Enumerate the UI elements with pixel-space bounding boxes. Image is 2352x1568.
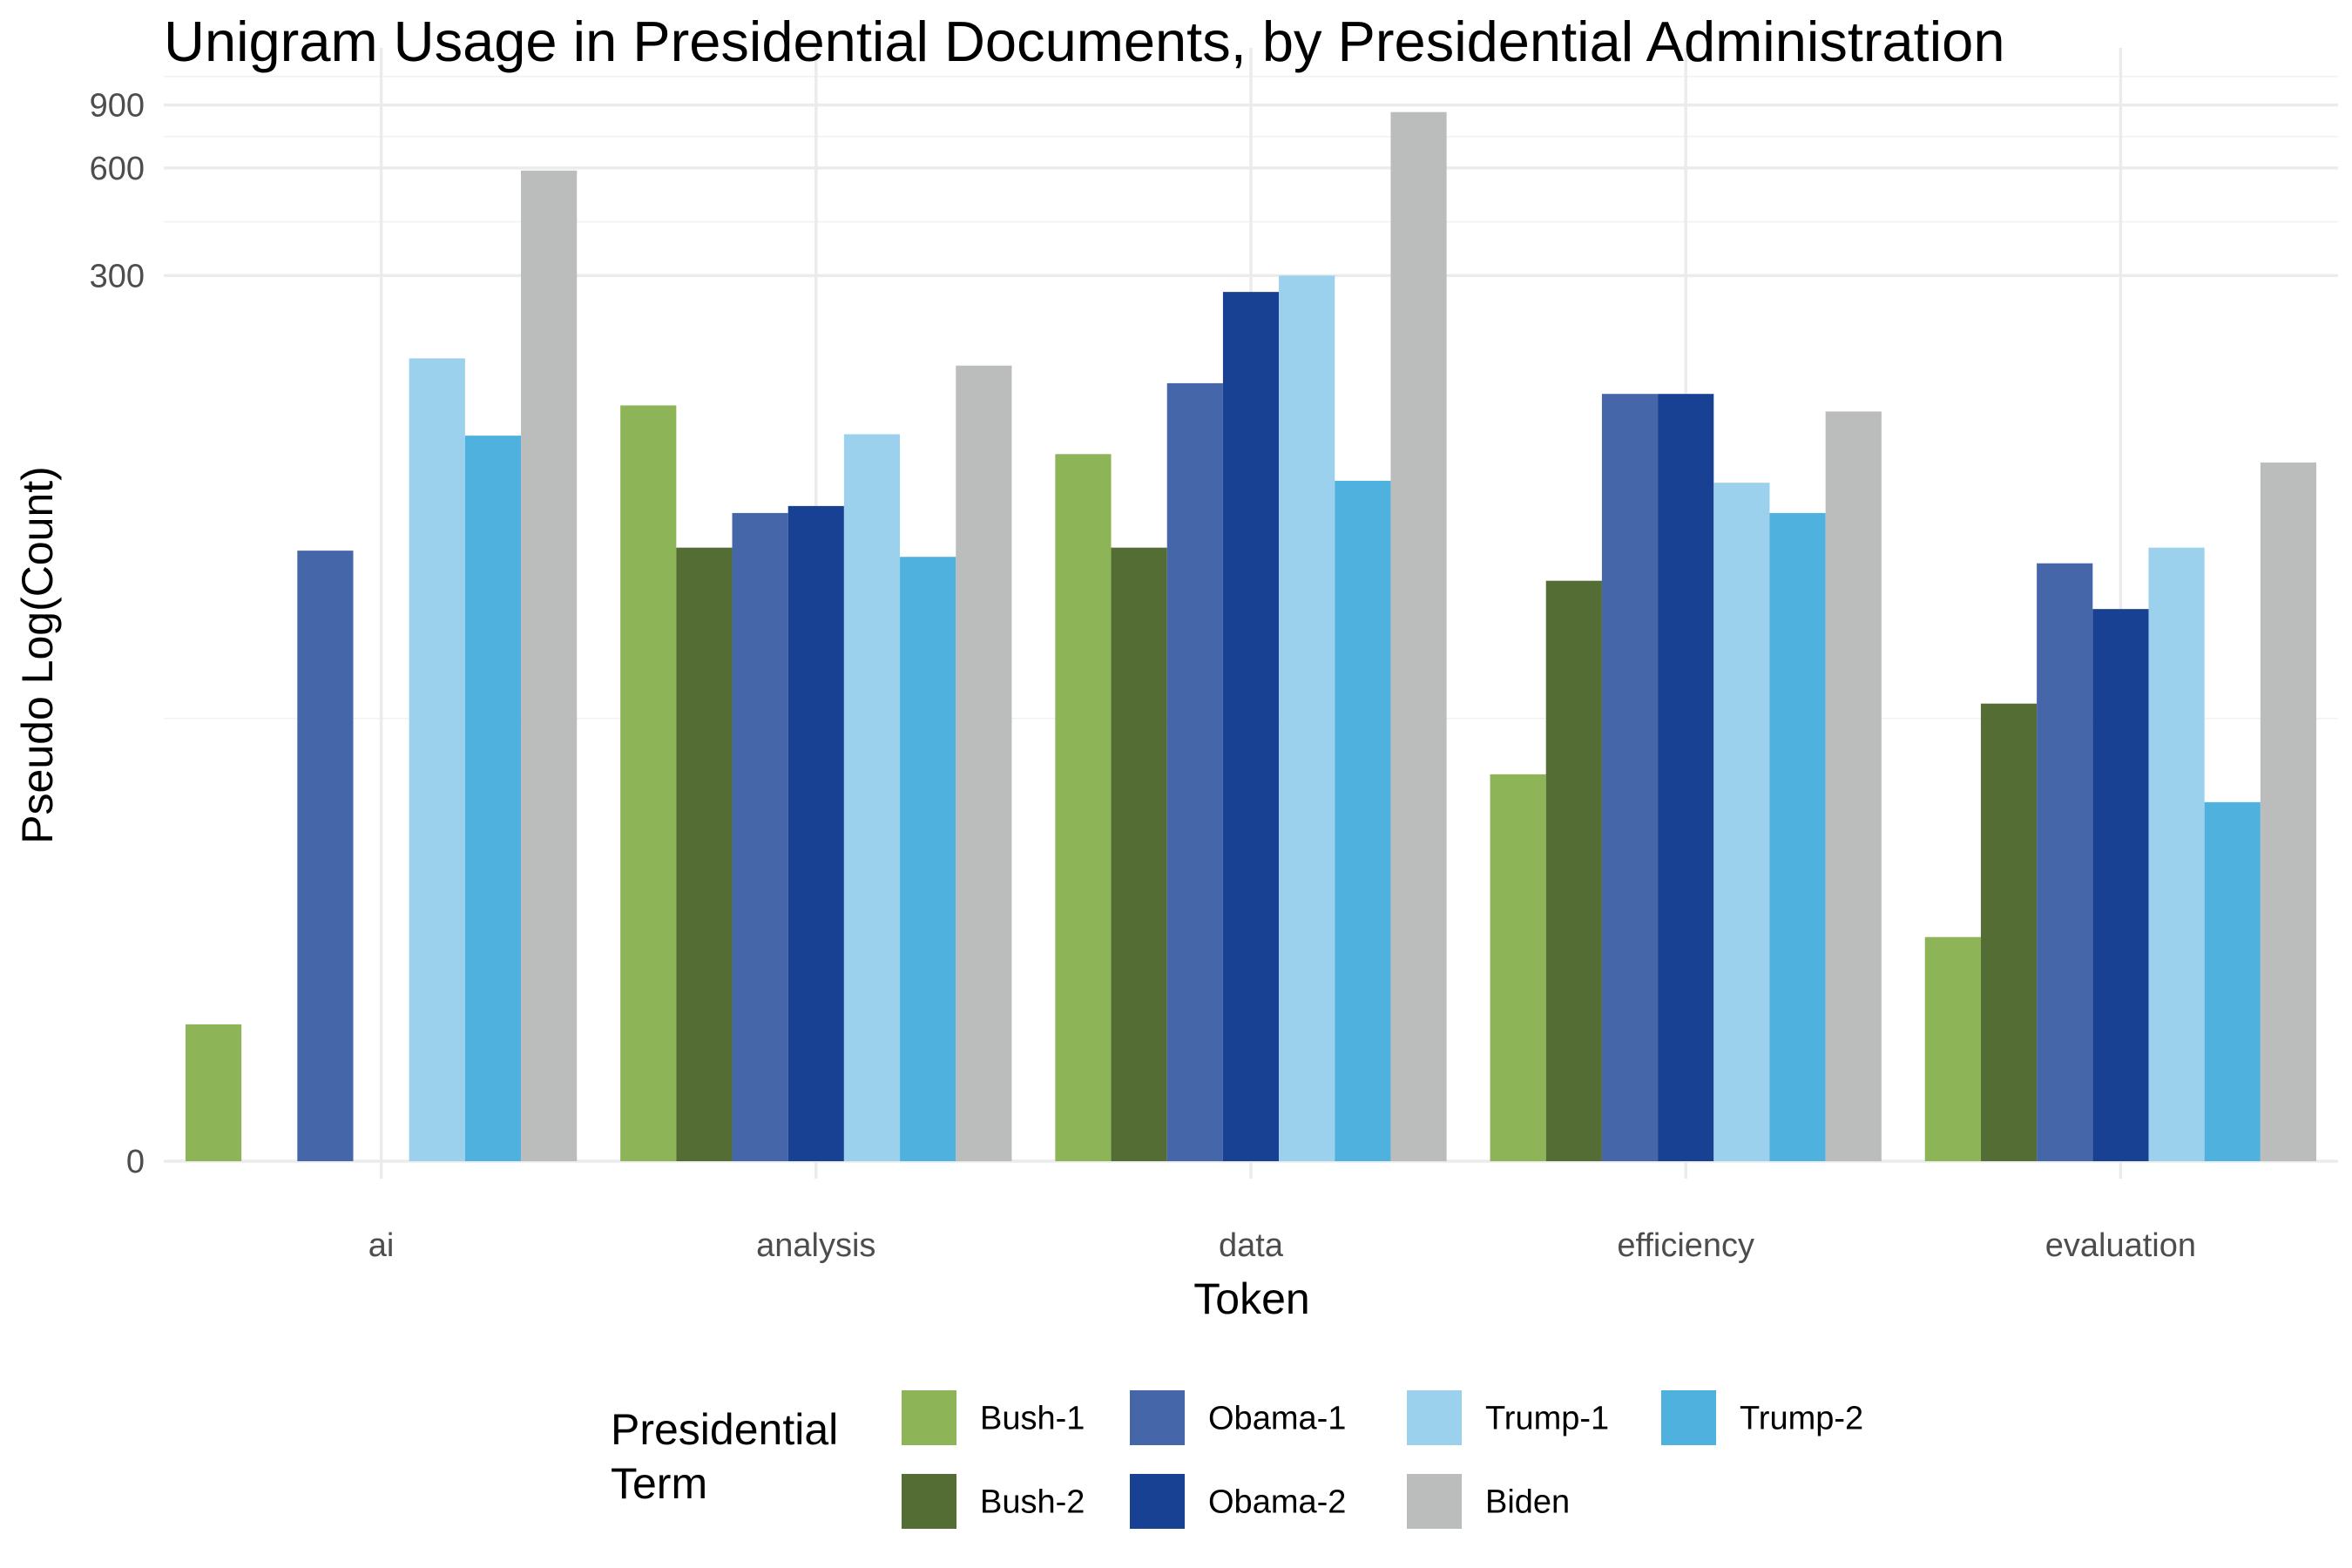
- bar-evaluation-trump-2: [2204, 801, 2261, 1161]
- bar-efficiency-obama-1: [1601, 394, 1659, 1161]
- bar-evaluation-obama-2: [2092, 609, 2149, 1161]
- legend-swatch-biden: [1407, 1474, 1462, 1529]
- legend-label: Bush-1: [980, 1401, 1085, 1437]
- bar-data-trump-1: [1279, 275, 1335, 1161]
- legend-label: Obama-2: [1208, 1484, 1346, 1521]
- bar-efficiency-bush-1: [1490, 774, 1546, 1161]
- y-tick-label: 300: [90, 258, 145, 294]
- y-tick-label: 900: [90, 88, 145, 125]
- x-axis-title: Token: [1193, 1274, 1309, 1323]
- legend-label: Biden: [1485, 1484, 1570, 1521]
- chart-title: Unigram Usage in Presidential Documents,…: [164, 10, 2004, 73]
- bar-analysis-bush-2: [676, 547, 733, 1161]
- y-axis-title: Pseudo Log(Count): [13, 466, 62, 844]
- x-tick-label: analysis: [756, 1227, 875, 1264]
- legend-label: Bush-2: [980, 1484, 1085, 1521]
- bars: [185, 112, 2317, 1162]
- bar-analysis-obama-1: [732, 512, 788, 1161]
- x-axis-ticks: ai analysis data efficiency evaluation: [368, 1227, 2196, 1264]
- legend-swatch-obama-2: [1130, 1474, 1185, 1529]
- legend: Presidential Term Bush-1 Obama-1 Trump-1 Tr…: [611, 1390, 1863, 1529]
- legend-title-line-2: Term: [611, 1459, 707, 1508]
- bar-efficiency-trump-2: [1769, 512, 1826, 1161]
- legend-swatch-trump-2: [1661, 1390, 1716, 1445]
- legend-label: Trump-1: [1485, 1401, 1609, 1437]
- bar-analysis-trump-2: [900, 557, 956, 1161]
- bar-analysis-obama-2: [787, 505, 844, 1161]
- bar-data-bush-1: [1055, 454, 1112, 1161]
- legend-swatch-bush-2: [902, 1474, 956, 1529]
- legend-label: Trump-2: [1740, 1401, 1863, 1437]
- x-tick-label: efficiency: [1617, 1227, 1754, 1264]
- bar-evaluation-bush-1: [1924, 936, 1981, 1161]
- bar-ai-bush-1: [185, 1024, 242, 1161]
- bar-analysis-biden: [956, 365, 1012, 1161]
- bar-ai-trump-1: [409, 358, 465, 1161]
- bar-ai-biden: [521, 170, 578, 1162]
- bar-data-biden: [1390, 112, 1447, 1161]
- bar-analysis-trump-1: [843, 434, 901, 1161]
- bar-evaluation-bush-2: [1980, 703, 2038, 1161]
- bar-data-bush-2: [1111, 547, 1167, 1161]
- bar-efficiency-trump-1: [1713, 483, 1770, 1161]
- legend-swatch-trump-1: [1407, 1390, 1462, 1445]
- bar-efficiency-biden: [1825, 411, 1882, 1161]
- legend-title: Presidential Term: [611, 1405, 850, 1508]
- bar-evaluation-obama-1: [2037, 563, 2093, 1161]
- bar-evaluation-trump-1: [2148, 547, 2205, 1161]
- bar-data-obama-2: [1222, 292, 1280, 1161]
- y-axis-ticks: 0 300 600 900: [90, 88, 145, 1180]
- legend-items: Bush-1 Obama-1 Trump-1 Trump-2 Bush-2 Obama-2…: [902, 1390, 1863, 1529]
- legend-swatch-obama-1: [1130, 1390, 1185, 1445]
- bar-ai-obama-1: [297, 551, 354, 1161]
- legend-swatch-bush-1: [902, 1390, 956, 1445]
- x-tick-label: evaluation: [2045, 1227, 2196, 1264]
- bar-data-trump-2: [1335, 480, 1391, 1161]
- bar-data-obama-1: [1166, 382, 1223, 1162]
- legend-title-line-1: Presidential: [611, 1405, 838, 1454]
- bar-evaluation-biden: [2260, 462, 2317, 1161]
- bar-efficiency-bush-2: [1545, 580, 1602, 1161]
- legend-label: Obama-1: [1208, 1401, 1346, 1437]
- y-tick-label: 0: [126, 1144, 145, 1180]
- x-tick-label: ai: [368, 1227, 395, 1264]
- bar-ai-trump-2: [464, 436, 522, 1162]
- x-tick-label: data: [1219, 1227, 1284, 1264]
- bar-efficiency-obama-2: [1658, 394, 1714, 1161]
- bar-analysis-bush-1: [620, 405, 677, 1161]
- y-tick-label: 600: [90, 151, 145, 187]
